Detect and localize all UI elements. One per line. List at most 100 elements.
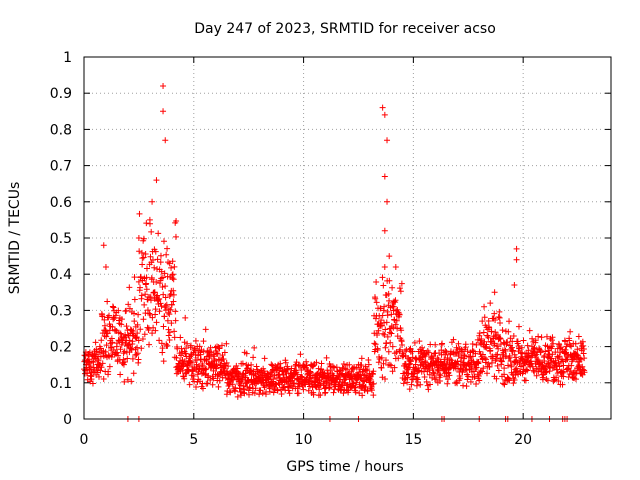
data-point — [170, 276, 177, 283]
data-point — [157, 300, 164, 307]
data-point — [339, 364, 346, 371]
data-point — [431, 372, 438, 379]
data-point — [215, 344, 222, 351]
data-point — [511, 282, 518, 289]
data-point — [315, 377, 322, 384]
data-point — [526, 327, 533, 334]
data-point — [352, 384, 359, 391]
data-point — [196, 343, 203, 350]
data-point — [381, 111, 388, 118]
data-point — [149, 198, 156, 205]
data-point — [572, 376, 579, 383]
data-point — [251, 390, 258, 397]
data-point — [87, 372, 94, 379]
data-point — [245, 377, 252, 384]
data-point — [109, 339, 116, 346]
data-point — [163, 251, 170, 258]
data-point — [151, 264, 158, 271]
data-point — [511, 358, 518, 365]
data-point — [114, 349, 121, 356]
data-point — [131, 310, 138, 317]
data-point — [88, 358, 95, 365]
data-point — [293, 359, 300, 366]
data-point — [573, 369, 580, 376]
data-point — [136, 210, 143, 217]
data-point — [173, 217, 180, 224]
data-point — [123, 307, 130, 314]
data-point — [365, 361, 372, 368]
data-point — [162, 294, 169, 301]
data-point — [88, 376, 95, 383]
data-point — [169, 271, 176, 278]
data-point — [294, 371, 301, 378]
data-point — [448, 339, 455, 346]
data-point — [172, 317, 179, 324]
data-point — [215, 383, 222, 390]
data-point — [137, 284, 144, 291]
data-point — [120, 361, 127, 368]
y-tick-labels: 0 0.1 0.2 0.3 0.4 0.5 0.6 0.7 0.8 0.9 1 — [50, 50, 72, 428]
data-point — [406, 386, 413, 393]
data-point — [384, 137, 391, 144]
data-point — [359, 392, 366, 399]
data-point — [162, 137, 169, 144]
data-point — [90, 359, 97, 366]
data-point — [388, 311, 395, 318]
data-point — [134, 350, 141, 357]
data-point — [492, 352, 499, 359]
data-point — [135, 235, 142, 241]
data-point — [380, 360, 387, 367]
data-point — [209, 381, 216, 388]
data-point — [211, 357, 218, 364]
data-point — [532, 337, 539, 344]
data-point — [202, 366, 209, 373]
y-tick-label: 0.3 — [50, 303, 72, 319]
data-point — [139, 255, 146, 262]
data-point — [149, 314, 156, 321]
data-point — [159, 284, 166, 291]
data-point — [548, 343, 555, 350]
data-point — [190, 372, 197, 379]
data-point — [250, 354, 257, 361]
data-point — [421, 358, 428, 365]
data-point — [227, 389, 234, 396]
data-point — [131, 296, 138, 303]
data-point — [135, 278, 142, 285]
data-point — [455, 361, 462, 368]
data-point — [497, 335, 504, 342]
data-point — [388, 330, 395, 337]
data-point — [229, 381, 236, 388]
data-point — [234, 393, 241, 400]
data-point — [499, 327, 506, 334]
data-point — [488, 328, 495, 335]
data-point — [89, 380, 96, 387]
data-point — [140, 316, 147, 323]
data-point — [516, 360, 523, 367]
data-point — [187, 358, 194, 365]
data-point — [388, 362, 395, 369]
data-point — [159, 345, 166, 352]
data-point — [172, 308, 179, 315]
data-point — [115, 307, 122, 314]
data-point — [232, 384, 239, 391]
data-point — [384, 198, 391, 205]
data-point — [443, 349, 450, 356]
data-point — [109, 303, 116, 310]
data-point — [491, 289, 498, 296]
data-point — [148, 274, 155, 281]
chart-title: Day 247 of 2023, SRMTID for receiver acs… — [194, 21, 496, 37]
data-point — [501, 381, 508, 388]
data-point — [379, 104, 386, 111]
data-point — [501, 365, 508, 372]
data-point — [147, 253, 154, 260]
data-point — [146, 341, 153, 348]
data-point — [298, 367, 305, 374]
data-point — [389, 284, 396, 291]
data-point — [162, 302, 169, 309]
data-point — [533, 372, 540, 379]
data-point — [98, 337, 105, 344]
data-point — [386, 329, 393, 336]
data-point — [437, 372, 444, 379]
data-point — [157, 252, 164, 259]
